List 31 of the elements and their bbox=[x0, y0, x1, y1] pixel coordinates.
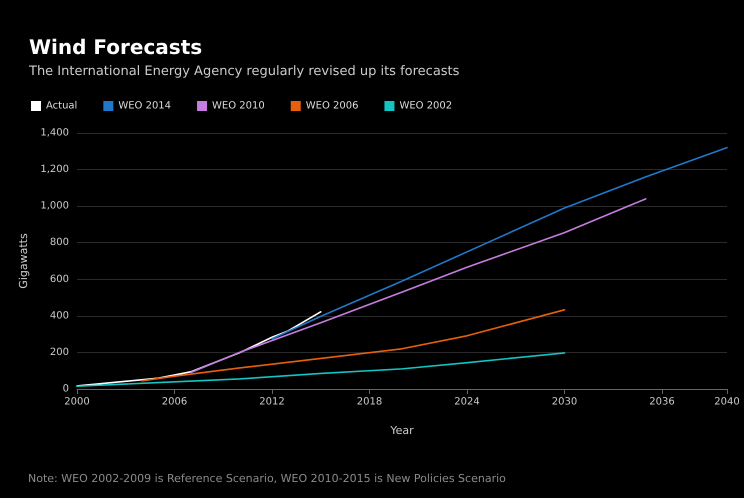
y-tick-label: 600 bbox=[50, 274, 69, 285]
chart-title: Wind Forecasts bbox=[29, 35, 202, 59]
y-tick-label: 1,400 bbox=[40, 128, 69, 138]
legend-label: Actual bbox=[46, 100, 78, 112]
x-tick-label: 2036 bbox=[649, 396, 675, 408]
y-tick-label: 1,200 bbox=[40, 164, 69, 176]
y-tick-label: 800 bbox=[50, 237, 69, 248]
chart-subtitle: The International Energy Agency regularly revised up its forecasts bbox=[28, 64, 460, 79]
legend-label: WEO 2010 bbox=[212, 100, 265, 112]
x-tick-label: 2030 bbox=[552, 396, 578, 408]
x-tick-label: 2012 bbox=[259, 396, 285, 408]
y-tick-label: 200 bbox=[50, 346, 69, 358]
y-tick-label: 400 bbox=[50, 310, 69, 322]
line-series bbox=[141, 309, 566, 382]
y-tick-label: 1,000 bbox=[40, 200, 69, 212]
legend-label: WEO 2006 bbox=[306, 100, 358, 112]
legend-label: WEO 2014 bbox=[118, 100, 172, 112]
x-tick-label: 2000 bbox=[64, 396, 90, 408]
x-tick-label: 2040 bbox=[714, 396, 740, 408]
x-tick-label: 2024 bbox=[454, 396, 480, 408]
line-series bbox=[76, 311, 322, 387]
x-tick-label: 2006 bbox=[162, 396, 188, 408]
y-tick-label: 0 bbox=[62, 384, 69, 394]
y-axis-title: Gigawatts bbox=[17, 233, 30, 289]
legend-label: WEO 2002 bbox=[399, 100, 452, 112]
x-tick-label: 2018 bbox=[356, 396, 382, 408]
x-axis-title: Year bbox=[389, 424, 414, 437]
line-series bbox=[190, 198, 647, 374]
line-series bbox=[271, 146, 728, 340]
text: Note: WEO 2002-2009 is Reference Scenario, WEO 2010-2015 is New Policies Scenario bbox=[28, 472, 506, 485]
line-series bbox=[76, 352, 566, 388]
